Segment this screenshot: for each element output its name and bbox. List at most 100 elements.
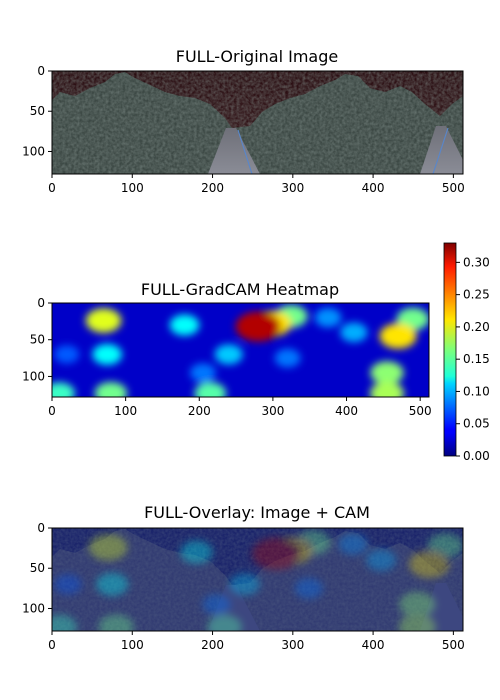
- colorbar-tick-label: 0.15: [463, 352, 490, 366]
- x-tick: 200: [188, 397, 211, 418]
- heatmap-hotspot: [169, 314, 200, 336]
- heatmap-hotspot: [274, 348, 301, 368]
- road-marking: [237, 127, 449, 174]
- panel-overlay: FULL-Overlay: Image + CAM 0 100 200 300 400 5…: [22, 503, 465, 652]
- x-tick: 500: [442, 631, 465, 652]
- heatmap-hotspot: [194, 382, 227, 397]
- y-tick-label: 0: [37, 64, 45, 78]
- x-tick: 0: [48, 397, 56, 418]
- heatmap-hotspot: [54, 345, 80, 364]
- x-tick-label: 400: [362, 181, 385, 195]
- x-tick: 500: [442, 174, 465, 195]
- x-tick-label: 0: [48, 638, 56, 652]
- heatmap-hotspot: [202, 594, 231, 615]
- x-tick: 100: [121, 174, 144, 195]
- x-tick: 300: [281, 174, 304, 195]
- heatmap-hotspot: [52, 615, 77, 631]
- y-axis: 0 50 100: [22, 64, 52, 158]
- y-tick: 50: [30, 561, 52, 575]
- overlay-heat-marks: [52, 530, 463, 631]
- y-tick: 100: [22, 601, 52, 615]
- heatmap-hotspot: [54, 574, 82, 595]
- x-axis: 0 100 200 300 400 500: [48, 174, 465, 195]
- photo-original: [52, 71, 463, 174]
- y-tick-label: 100: [22, 369, 45, 383]
- colorbar-tick: 0.15: [456, 352, 490, 366]
- colorbar-tick: 0.05: [456, 417, 490, 431]
- colorbar: [443, 242, 457, 457]
- x-tick: 300: [261, 397, 284, 418]
- x-tick-label: 100: [121, 181, 144, 195]
- heatmap-hotspot: [96, 572, 129, 596]
- heatmap-hotspot: [370, 361, 404, 385]
- heatmap-hotspot: [314, 308, 342, 328]
- heatmap-hotspot: [214, 344, 243, 365]
- x-tick-label: 500: [442, 638, 465, 652]
- heatmap-hotspot: [369, 381, 405, 397]
- heatmap-hotspot: [88, 533, 128, 561]
- road-left: [208, 128, 260, 174]
- colorbar-tick: 0.25: [456, 288, 490, 302]
- chart-title: FULL-Original Image: [176, 47, 338, 66]
- colorbar-tick-label: 0.10: [463, 384, 490, 398]
- heatmap-hotspot: [340, 322, 368, 343]
- x-tick: 200: [201, 174, 224, 195]
- x-tick: 100: [114, 397, 137, 418]
- x-tick-label: 500: [442, 181, 465, 195]
- heatmap-hotspot: [409, 550, 450, 579]
- colorbar-tick: 0.30: [456, 255, 490, 269]
- road-right: [420, 126, 463, 174]
- plot-frame: [51, 527, 464, 632]
- x-tick: 300: [281, 631, 304, 652]
- panel-gradcam-heatmap: FULL-GradCAM Heatmap 0 100 200 300 400 500 0 5…: [22, 242, 490, 463]
- heatmap-hotspot: [235, 311, 281, 342]
- heatmap-hotspot: [85, 308, 122, 333]
- x-tick-label: 200: [201, 181, 224, 195]
- x-tick-label: 300: [281, 638, 304, 652]
- y-tick: 100: [22, 144, 52, 158]
- y-tick: 0: [37, 64, 52, 78]
- heatmap-hotspot: [294, 578, 323, 599]
- y-tick: 50: [30, 333, 52, 347]
- y-tick: 100: [22, 369, 52, 383]
- x-tick-label: 400: [335, 404, 358, 418]
- colorbar-tick: 0.10: [456, 384, 490, 398]
- heatmap-hotspot: [399, 591, 436, 618]
- heatmap-marks: [52, 304, 429, 397]
- x-tick-label: 300: [281, 181, 304, 195]
- y-axis: 0 50 100: [22, 521, 52, 615]
- overlay-image: [52, 528, 463, 631]
- heatmap-hotspot: [98, 614, 134, 631]
- heatmap-hotspot: [52, 382, 75, 397]
- colorbar-tick-label: 0.00: [463, 449, 490, 463]
- x-tick: 400: [362, 631, 385, 652]
- heatmap-hotspot: [366, 549, 397, 571]
- y-tick-label: 0: [37, 521, 45, 535]
- plot-frame: [51, 70, 464, 175]
- colorbar-ticks: 0.00 0.05 0.10 0.15 0.20 0.25 0.30: [456, 255, 490, 463]
- heatmap-hotspot: [180, 540, 213, 564]
- x-tick: 100: [121, 631, 144, 652]
- y-tick-label: 100: [22, 601, 45, 615]
- heatmap-hotspot: [252, 537, 302, 571]
- y-tick: 0: [37, 296, 52, 310]
- heatmap-hotspot: [379, 323, 417, 349]
- foliage-texture: [52, 71, 463, 174]
- panel-original-image: FULL-Original Image 0 100 200 300 400 500 0 50…: [22, 47, 465, 195]
- x-tick-label: 200: [201, 638, 224, 652]
- heatmap-hotspot: [338, 533, 368, 555]
- x-tick-label: 100: [114, 404, 137, 418]
- y-tick-label: 50: [30, 104, 45, 118]
- heatmap-hotspot: [92, 343, 123, 365]
- colorbar-tick-label: 0.20: [463, 320, 490, 334]
- x-tick: 200: [201, 631, 224, 652]
- y-tick-label: 100: [22, 144, 45, 158]
- x-tick: 0: [48, 174, 56, 195]
- x-tick-label: 0: [48, 404, 56, 418]
- x-tick: 400: [335, 397, 358, 418]
- heatmap-hotspot: [94, 381, 128, 397]
- x-tick-label: 0: [48, 181, 56, 195]
- x-tick: 0: [48, 631, 56, 652]
- plot-frame: [51, 302, 430, 398]
